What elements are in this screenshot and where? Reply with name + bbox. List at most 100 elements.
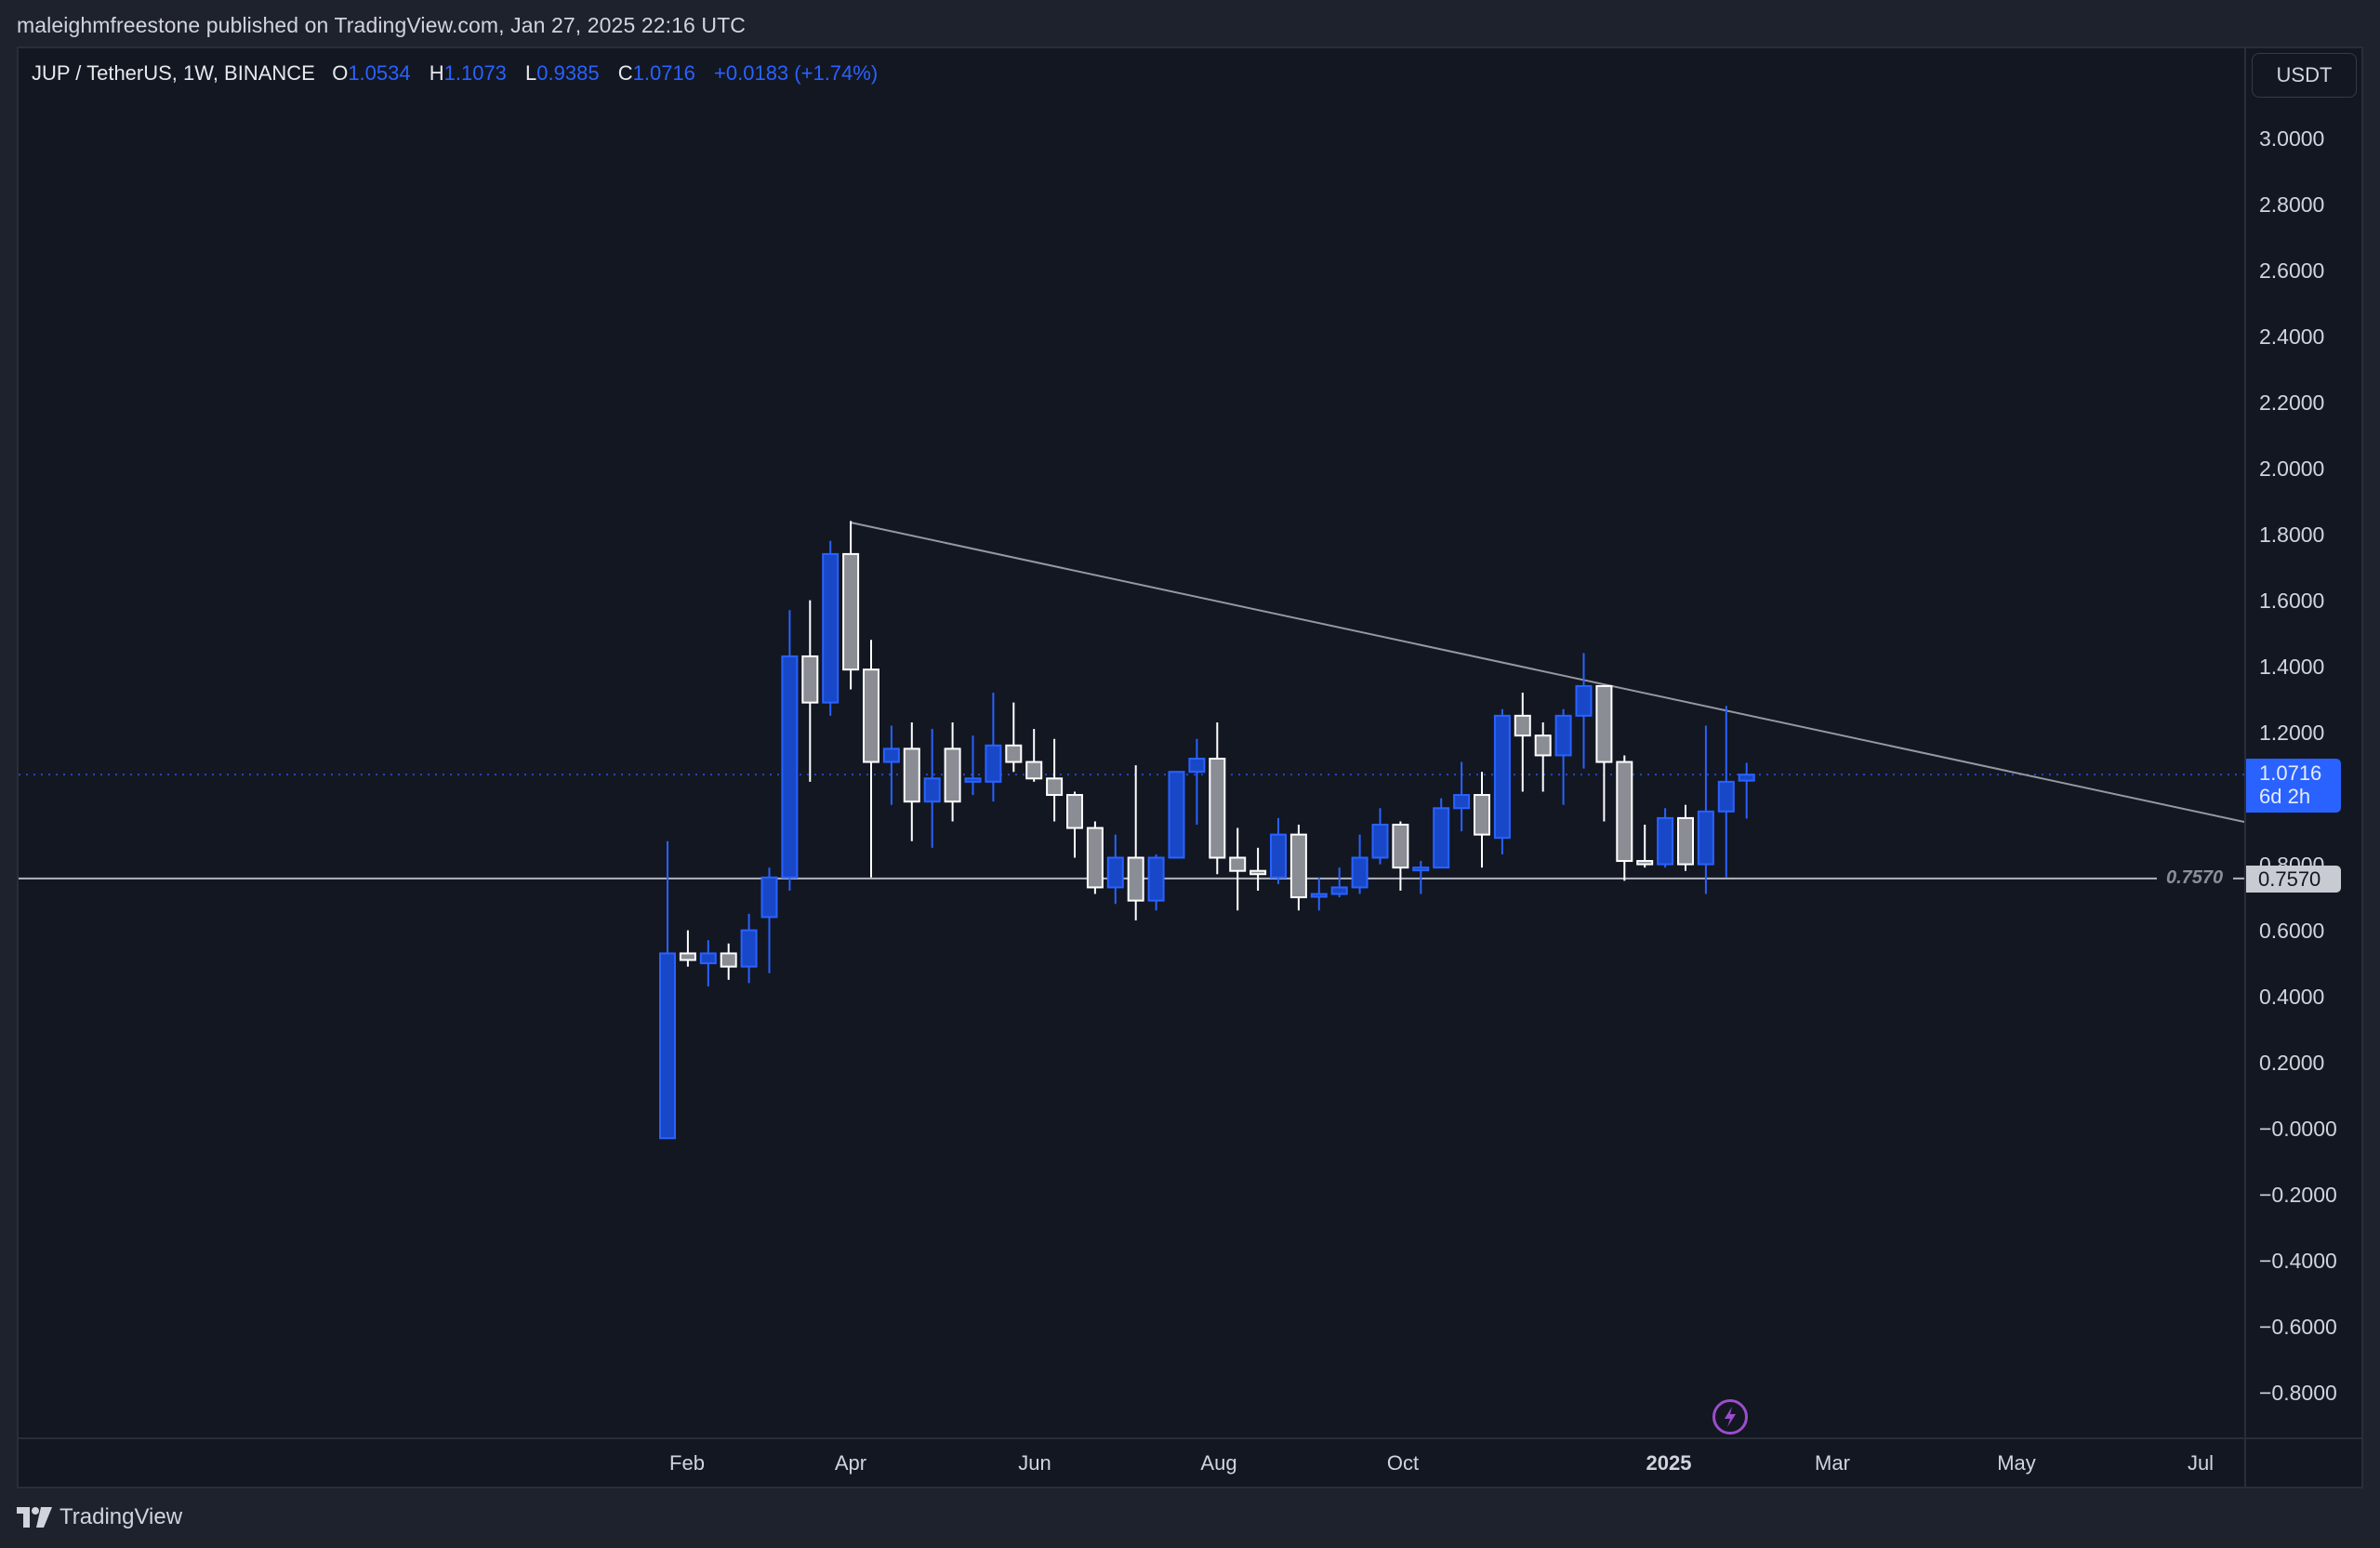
candle: [1188, 738, 1206, 825]
candle: [1168, 771, 1185, 859]
price-tick: 3.0000: [2259, 126, 2325, 151]
price-tick: −0.6000: [2259, 1314, 2337, 1339]
candle: [1106, 834, 1124, 905]
candle: [1697, 725, 1714, 894]
bar-countdown: 6d 2h: [2259, 785, 2311, 808]
candle: [679, 930, 696, 967]
candle: [1025, 729, 1043, 782]
price-tick: 2.2000: [2259, 390, 2325, 415]
level-line-label: 0.7570: [2162, 867, 2228, 889]
candle: [740, 913, 758, 984]
candle: [1717, 706, 1735, 878]
candle: [1127, 765, 1144, 920]
chart-plot[interactable]: [0, 0, 2244, 1437]
candle: [1289, 825, 1307, 911]
close-label: C: [617, 61, 633, 85]
candle: [1514, 693, 1531, 792]
candle: [1433, 798, 1450, 869]
candle: [1657, 808, 1674, 868]
high-value: 1.1073: [443, 61, 507, 85]
candle: [1209, 721, 1226, 875]
current-price-label: 1.0716 6d 2h: [2246, 759, 2341, 813]
candle: [903, 721, 920, 841]
candle: [1595, 684, 1613, 822]
candle: [863, 640, 879, 878]
price-tick: −0.2000: [2259, 1182, 2337, 1207]
high-label: H: [429, 61, 444, 85]
candle: [1005, 702, 1023, 773]
open-label: O: [332, 61, 349, 85]
time-tick: Mar: [1815, 1451, 1850, 1475]
candles: [659, 521, 1755, 1140]
brand-name: TradingView: [60, 1504, 183, 1529]
candle: [1086, 821, 1104, 894]
price-tick: 1.8000: [2259, 522, 2325, 547]
candle: [801, 600, 819, 782]
price-tick: 1.4000: [2259, 654, 2325, 679]
trendline[interactable]: [850, 522, 2244, 823]
candle: [1616, 755, 1633, 881]
candle: [1147, 853, 1165, 911]
candle: [1534, 721, 1552, 792]
price-tick: 1.2000: [2259, 720, 2325, 745]
price-tick: 0.4000: [2259, 984, 2325, 1009]
level-price-label: 0.7570: [2246, 866, 2341, 893]
candle: [1738, 762, 1755, 819]
candle: [944, 721, 961, 822]
candle: [1046, 738, 1064, 822]
candle: [822, 540, 840, 716]
chart-legend: JUP / TetherUS, 1W, BINANCE O1.0534 H1.1…: [32, 61, 878, 86]
candle: [842, 521, 860, 690]
price-tick: 2.6000: [2259, 258, 2325, 283]
candle: [760, 867, 778, 973]
symbol-title[interactable]: JUP / TetherUS, 1W, BINANCE: [32, 61, 315, 85]
candle: [1250, 847, 1267, 891]
candle: [923, 729, 941, 848]
candle: [1330, 867, 1348, 898]
price-tick: −0.8000: [2259, 1380, 2337, 1405]
time-tick: 2025: [1646, 1451, 1692, 1475]
price-tick: 1.6000: [2259, 588, 2325, 613]
price-tick: 2.0000: [2259, 456, 2325, 481]
time-tick: Feb: [669, 1451, 705, 1475]
low-label: L: [525, 61, 537, 85]
candle: [699, 940, 717, 986]
candle: [1066, 791, 1083, 858]
price-tick: 0.6000: [2259, 918, 2325, 943]
price-tick: −0.4000: [2259, 1248, 2337, 1273]
time-tick: Aug: [1200, 1451, 1237, 1475]
currency-button[interactable]: USDT: [2252, 53, 2357, 98]
candle: [1412, 861, 1430, 894]
current-price: 1.0716: [2259, 761, 2322, 785]
candle: [781, 610, 799, 891]
low-value: 0.9385: [536, 61, 600, 85]
change-value: +0.0183 (+1.74%): [714, 61, 879, 85]
time-tick: Apr: [834, 1451, 867, 1475]
price-tick: 2.4000: [2259, 324, 2325, 349]
candle: [1229, 827, 1247, 911]
price-axis-separator: [2244, 46, 2246, 1488]
candle: [985, 693, 1002, 802]
candle: [1636, 825, 1654, 868]
tradingview-logo[interactable]: TradingView: [17, 1504, 182, 1530]
candle: [1310, 877, 1328, 911]
candle: [1351, 834, 1368, 894]
time-tick: May: [1997, 1451, 2036, 1475]
candle: [1554, 708, 1572, 805]
time-tick: Jul: [2187, 1451, 2215, 1475]
candle: [1453, 761, 1471, 832]
candle: [882, 725, 900, 805]
time-tick: Jun: [1018, 1451, 1051, 1475]
tradingview-logo-icon: [17, 1507, 52, 1528]
candle: [1392, 821, 1409, 891]
candle: [1493, 708, 1511, 854]
candle: [1575, 653, 1593, 769]
price-tick: −0.0000: [2259, 1116, 2337, 1141]
candle: [720, 943, 737, 980]
close-value: 1.0716: [632, 61, 695, 85]
lightning-icon[interactable]: [1712, 1399, 1748, 1435]
time-axis-separator: [17, 1437, 2363, 1439]
candle: [1371, 808, 1389, 865]
candle: [1270, 817, 1287, 884]
published-header: maleighmfreestone published on TradingVi…: [17, 13, 746, 37]
